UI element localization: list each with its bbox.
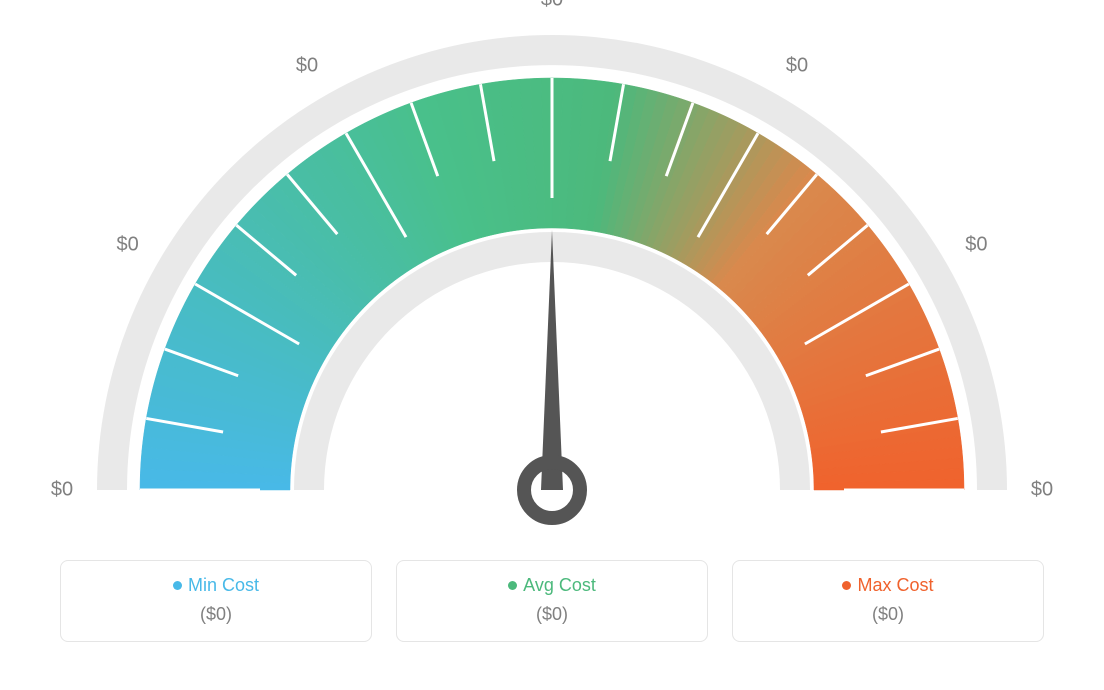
legend-max-label: Max Cost	[857, 575, 933, 595]
legend-max-value: ($0)	[733, 604, 1043, 625]
gauge-axis-label: $0	[1031, 479, 1053, 502]
gauge-axis-label: $0	[541, 0, 563, 12]
legend-min-title: Min Cost	[61, 575, 371, 596]
legend-max-dot	[842, 581, 851, 590]
gauge-axis-label: $0	[296, 54, 318, 77]
legend-avg-value: ($0)	[397, 604, 707, 625]
legend-avg-dot	[508, 581, 517, 590]
legend-min-card: Min Cost ($0)	[60, 560, 372, 642]
gauge-axis-label: $0	[786, 54, 808, 77]
legend-avg-label: Avg Cost	[523, 575, 596, 595]
gauge-axis-label: $0	[51, 479, 73, 502]
legend-min-dot	[173, 581, 182, 590]
legend-avg-card: Avg Cost ($0)	[396, 560, 708, 642]
legend-min-label: Min Cost	[188, 575, 259, 595]
legend-min-value: ($0)	[61, 604, 371, 625]
gauge-axis-label: $0	[965, 234, 987, 257]
legend-avg-title: Avg Cost	[397, 575, 707, 596]
legend-max-card: Max Cost ($0)	[732, 560, 1044, 642]
legend-max-title: Max Cost	[733, 575, 1043, 596]
gauge-axis-label: $0	[117, 234, 139, 257]
legend-row: Min Cost ($0) Avg Cost ($0) Max Cost ($0…	[0, 560, 1104, 642]
gauge-chart: $0 $0 $0 $0 $0 $0 $0	[0, 0, 1104, 560]
